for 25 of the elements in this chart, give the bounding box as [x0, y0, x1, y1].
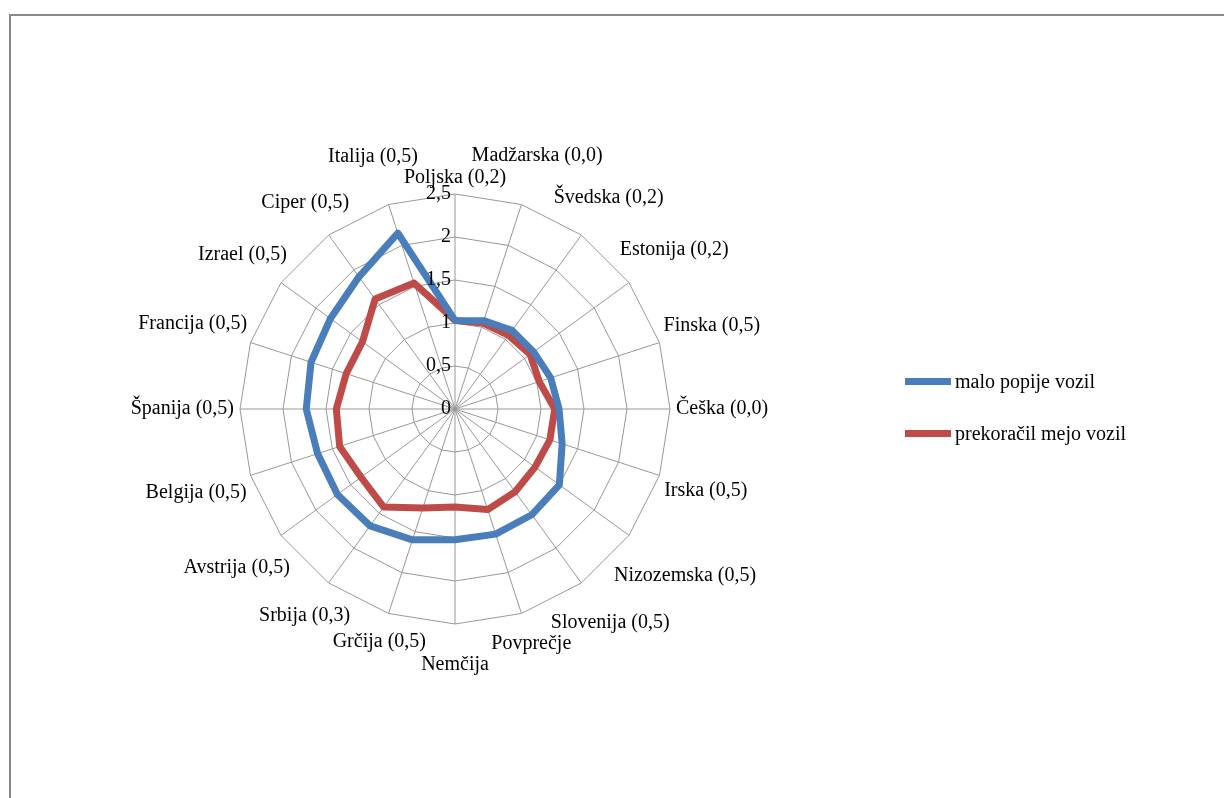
spoke-label: Slovenija (0,5)	[550, 609, 670, 633]
spoke-label: Belgija (0,5)	[145, 480, 247, 504]
y-tick-label: 2	[441, 224, 451, 247]
spoke-label: Italija (0,5)	[328, 143, 418, 167]
spoke-label: Estonija (0,2)	[619, 237, 729, 261]
spoke-label: Povprečje	[491, 631, 572, 655]
legend-label: prekoračil mejo vozil	[955, 421, 1127, 445]
legend-label: malo popije vozil	[955, 369, 1095, 393]
spoke-label: Francija (0,5)	[138, 311, 248, 335]
spoke-label: Madžarska (0,0)	[471, 143, 603, 167]
spoke-label: Grčija (0,5)	[332, 629, 426, 653]
spoke-label: Švedska (0,2)	[553, 183, 664, 208]
spoke-label: Avstrija (0,5)	[183, 554, 290, 578]
y-tick-label: 1	[441, 310, 451, 333]
spoke-label: Nemčija	[421, 652, 489, 676]
spoke-label: Ciper (0,5)	[261, 190, 350, 214]
spoke-label: Srbija (0,3)	[259, 603, 351, 627]
spoke-label: Izrael (0,5)	[197, 241, 287, 265]
y-tick-label: 0	[441, 396, 451, 419]
spoke-label: Nizozemska (0,5)	[613, 563, 757, 587]
spoke-label: Finska (0,5)	[663, 312, 761, 336]
spoke-label: Španija (0,5)	[130, 395, 234, 420]
spoke-label: Irska (0,5)	[664, 477, 748, 501]
spoke-label: Češka (0,0)	[676, 395, 769, 420]
y-tick-label: 0,5	[426, 353, 451, 376]
